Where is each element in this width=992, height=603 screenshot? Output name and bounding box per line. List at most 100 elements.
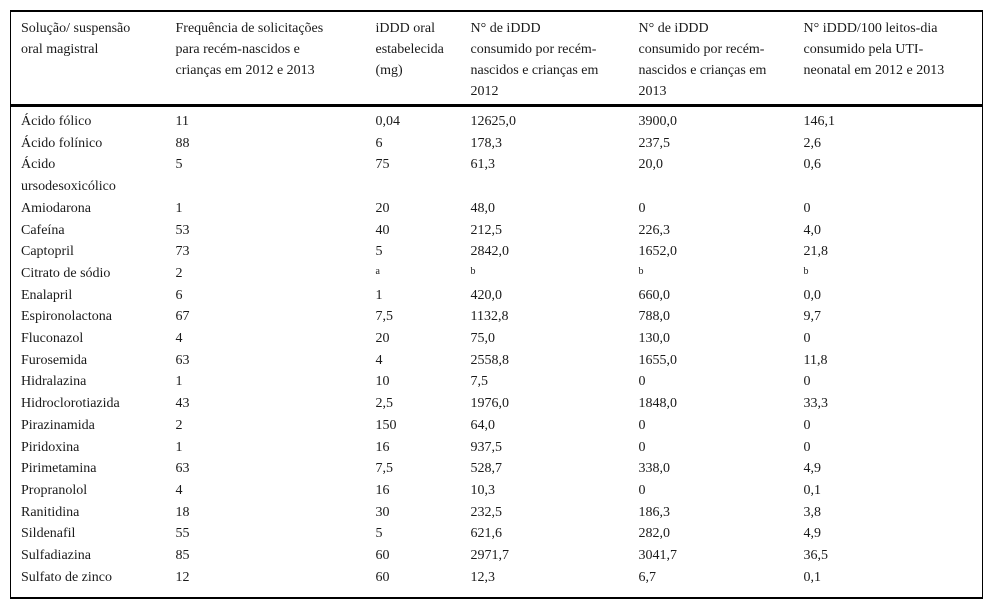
table-row: Sildenafil 55 5 621,6 282,0 4,9 [11, 523, 983, 545]
drug-name-cell: Cafeína [21, 222, 65, 238]
value-cell: 0 [638, 200, 646, 216]
value-cell: 2842,0 [470, 244, 510, 260]
drug-iddd-consumption-table: Solução/ suspensão oral magistral Frequên… [10, 10, 983, 600]
value-cell: 5 [175, 157, 183, 173]
value-cell: 60 [375, 548, 390, 564]
value-cell: 67 [175, 309, 190, 325]
value-cell: 10 [375, 374, 390, 390]
value-cell: 33,3 [803, 396, 829, 412]
table-row: Propranolol 4 16 10,3 0 0,1 [11, 480, 983, 502]
value-cell: 0,0 [803, 287, 822, 303]
value-cell: 7,5 [375, 309, 394, 325]
paper-table-region: Solução/ suspensão oral magistral Frequên… [10, 10, 983, 600]
value-cell: 6,7 [638, 569, 657, 585]
value-cell: 1132,8 [470, 309, 509, 325]
table-row: Sulfadiazina 85 60 2971,7 3041,7 36,5 [11, 545, 983, 567]
column-header-3: N° de iDDD consumido por recém- nascidos… [460, 11, 629, 107]
table-row: Pirazinamida 2 150 64,0 0 0 [11, 415, 983, 437]
value-cell: 20 [375, 331, 390, 347]
value-cell: b [629, 263, 794, 285]
table-row: Piridoxina 1 16 937,5 0 0 [11, 437, 983, 459]
value-cell: 150 [375, 417, 397, 433]
value-cell: 75 [375, 157, 390, 173]
value-cell: 420,0 [470, 287, 503, 303]
value-cell: 11,8 [803, 352, 828, 368]
value-cell: 212,5 [470, 222, 503, 238]
value-cell: 2558,8 [470, 352, 510, 368]
value-cell: 146,1 [803, 114, 836, 129]
value-cell: 0 [803, 439, 811, 455]
table-row: Furosemida 63 4 2558,8 1655,0 11,8 [11, 350, 983, 372]
value-cell: 4 [175, 482, 183, 498]
value-cell: 186,3 [638, 504, 671, 520]
table-body: Ácido fólico 11 0,04 12625,0 3900,0 146,1 Ácid… [11, 106, 983, 599]
value-cell: 12 [175, 569, 190, 585]
value-cell: b [461, 263, 629, 285]
value-cell: 0 [638, 482, 646, 498]
drug-name-cell: Hidralazina [21, 374, 87, 390]
value-cell: 53 [175, 222, 190, 238]
value-cell: 788,0 [638, 309, 671, 325]
value-cell: 0 [638, 439, 646, 455]
value-cell: 937,5 [470, 439, 503, 455]
column-header-5: N° iDDD/100 leitos-dia consumido pela UT… [793, 11, 983, 107]
value-cell: 130,0 [638, 331, 671, 347]
value-cell: 1 [175, 374, 183, 390]
value-cell: 0,1 [803, 569, 822, 585]
value-cell: 88 [175, 135, 190, 151]
column-header-1: Frequência de solicitações para recém-na… [165, 11, 366, 107]
value-cell: 0 [803, 331, 811, 347]
value-cell: 5 [375, 244, 383, 260]
value-cell: 9,7 [803, 309, 822, 325]
table-row: Citrato de sódio 2 a b b b [11, 263, 983, 285]
value-cell: 12625,0 [470, 114, 517, 129]
value-cell: 21,8 [803, 244, 829, 260]
value-cell: 4 [175, 331, 183, 347]
table-row: Hidroclorotiazida 43 2,5 1976,0 1848,0 33,3 [11, 393, 983, 415]
value-cell: 2,6 [803, 135, 822, 151]
value-cell: 36,5 [803, 548, 829, 564]
value-cell: 0,1 [803, 482, 822, 498]
value-cell: 4,0 [803, 222, 822, 238]
value-cell: a [366, 263, 461, 285]
value-cell: 4 [375, 352, 383, 368]
value-cell: 20,0 [638, 157, 664, 173]
drug-name-cell: Furosemida [21, 352, 88, 368]
drug-name-cell: Sildenafil [21, 526, 76, 542]
footnote-marker: a [375, 265, 380, 277]
table-row: Ácido folínico 88 6 178,3 237,5 2,6 [11, 133, 983, 155]
value-cell: 2971,7 [470, 548, 510, 564]
value-cell: 1 [175, 200, 183, 216]
value-cell: 75,0 [470, 331, 496, 347]
value-cell: 1655,0 [638, 352, 678, 368]
table-row: Ácido ursodesoxicólico 5 75 61,3 20,0 0,6 [11, 154, 983, 197]
value-cell: 43 [175, 396, 190, 412]
table-row: Pirimetamina 63 7,5 528,7 338,0 4,9 [11, 458, 983, 480]
value-cell: 30 [375, 504, 390, 520]
drug-name-cell: Hidroclorotiazida [21, 396, 120, 412]
drug-name-cell: Sulfadiazina [21, 548, 91, 564]
table-row: Cafeína 53 40 212,5 226,3 4,0 [11, 220, 983, 242]
value-cell: 3,8 [803, 504, 822, 520]
column-header-2: iDDD oral estabelecida (mg) [365, 11, 461, 107]
drug-name-cell: Captopril [21, 244, 74, 260]
value-cell: 2 [175, 265, 183, 281]
value-cell: 528,7 [470, 461, 503, 477]
value-cell: 40 [375, 222, 390, 238]
drug-name-cell: Propranolol [21, 482, 88, 498]
footnote-marker: b [470, 265, 476, 277]
value-cell: 3041,7 [638, 548, 678, 564]
value-cell: 4,9 [803, 526, 822, 542]
value-cell: 237,5 [638, 135, 671, 151]
value-cell: 18 [175, 504, 190, 520]
value-cell: 1 [175, 439, 183, 455]
value-cell: 1652,0 [638, 244, 678, 260]
drug-name-cell: Pirimetamina [21, 461, 97, 477]
column-header-4: N° de iDDD consumido por recém- nascidos… [628, 11, 794, 107]
drug-name-cell: Piridoxina [21, 439, 80, 455]
column-header-0: Solução/ suspensão oral magistral [10, 11, 166, 107]
footnote-marker: b [803, 265, 809, 277]
value-cell: 282,0 [638, 526, 671, 542]
table-head: Solução/ suspensão oral magistral Frequên… [10, 11, 983, 107]
value-cell: 0 [803, 417, 811, 433]
